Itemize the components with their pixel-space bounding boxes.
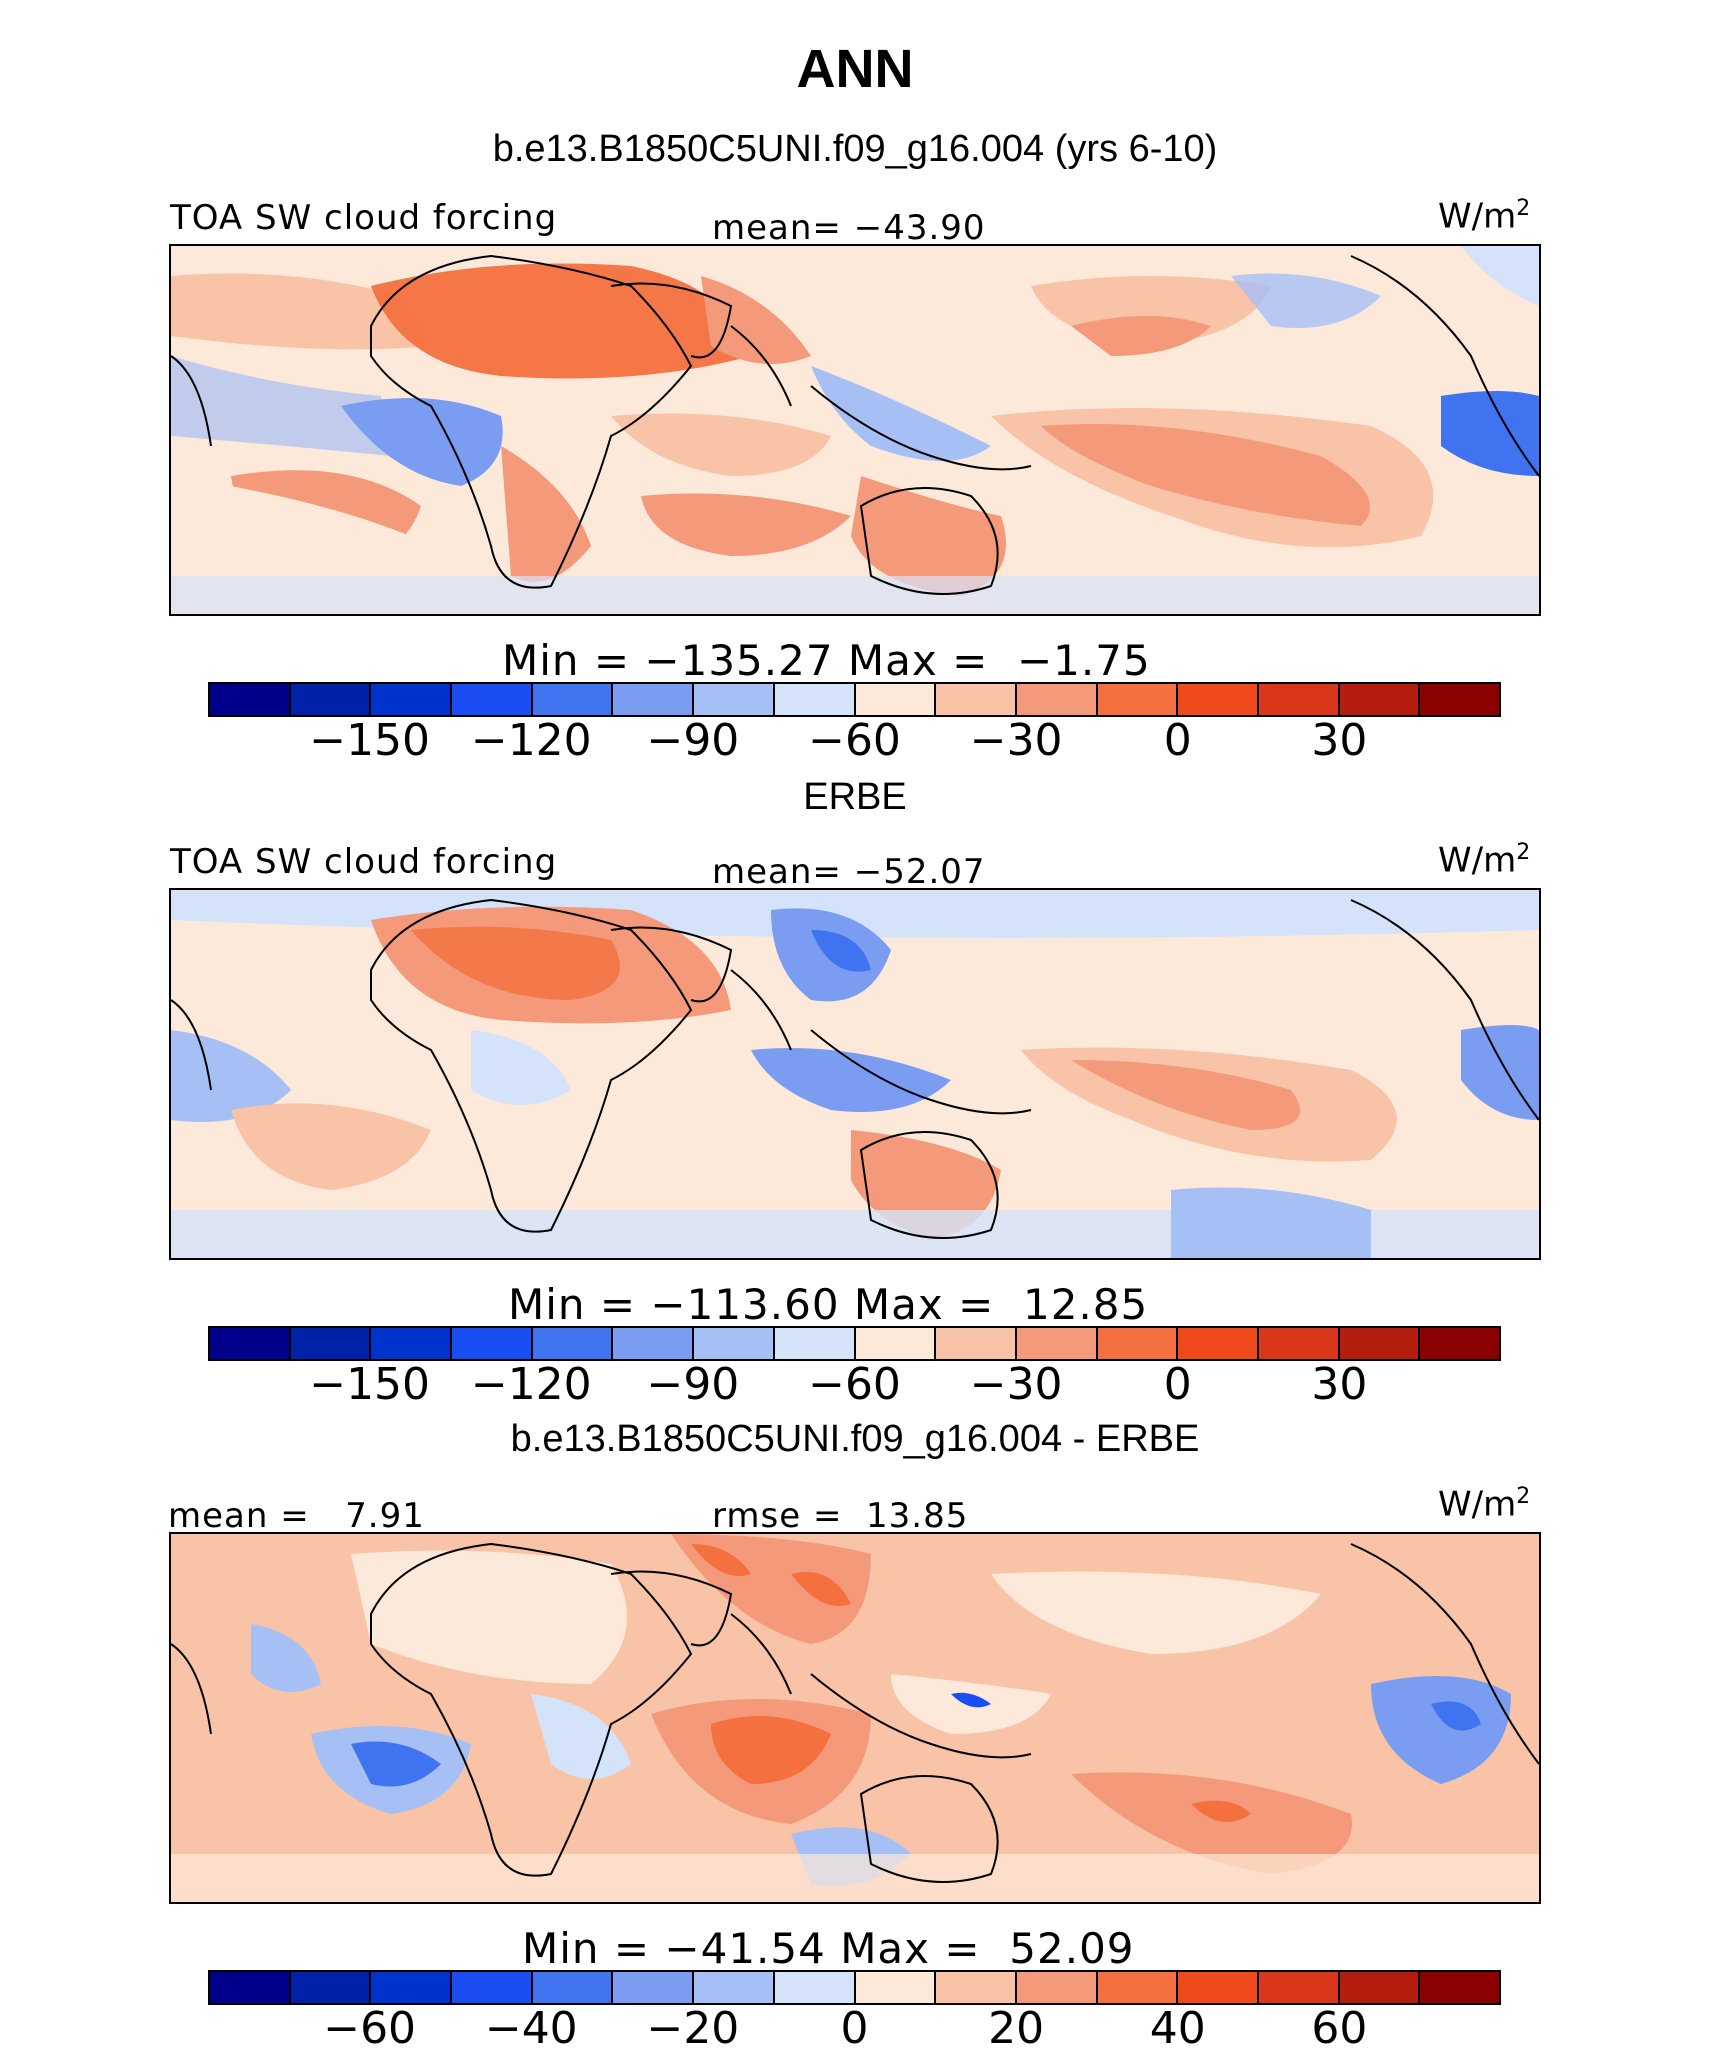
colorbar-swatch xyxy=(290,684,372,715)
panel-3-minmax: Min = −41.54 Max = 52.09 xyxy=(522,1924,1135,1973)
colorbar-swatch xyxy=(855,684,937,715)
colorbar-tick-label: −60 xyxy=(323,2003,417,2054)
colorbar-swatch xyxy=(1339,1328,1421,1359)
colorbar-tick-label: −150 xyxy=(309,1359,431,1410)
panel-3-rmse-label: rmse = 13.85 xyxy=(712,1496,969,1536)
colorbar-tick-label: 30 xyxy=(1311,1359,1368,1410)
colorbar-tick-label: −60 xyxy=(808,715,901,766)
colorbar-tick-label: −20 xyxy=(646,2003,740,2054)
colorbar-swatch xyxy=(210,684,291,715)
colorbar-tick-label: −30 xyxy=(969,715,1063,766)
colorbar-tick-label: −150 xyxy=(309,715,431,766)
panel-3-colorbar-ticks: −60 −40 −20 0 20 40 60 xyxy=(208,2003,1501,2054)
colorbar-swatch xyxy=(1097,1328,1179,1359)
colorbar-tick-label: −60 xyxy=(808,1359,901,1410)
colorbar-swatch xyxy=(1178,1972,1259,2003)
colorbar-swatch xyxy=(371,684,453,715)
colorbar-swatch xyxy=(855,1972,937,2003)
panel-3-colorbar xyxy=(208,1970,1501,2005)
colorbar-swatch xyxy=(1420,684,1499,715)
colorbar-swatch xyxy=(1016,1328,1098,1359)
colorbar-tick-label: 20 xyxy=(988,2003,1045,2054)
panel-2-colorbar-ticks: −150 −120 −90 −60 −30 0 30 xyxy=(208,1359,1501,1410)
colorbar-swatch xyxy=(452,1972,533,2003)
colorbar-swatch xyxy=(1097,1972,1179,2003)
panel-2-mean-label: mean= −52.07 xyxy=(712,852,986,892)
colorbar-swatch xyxy=(1016,1972,1098,2003)
colorbar-tick-label: 60 xyxy=(1311,2003,1368,2054)
colorbar-swatch xyxy=(290,1972,372,2003)
panel-3-units: W/m2 xyxy=(1438,1484,1531,1525)
colorbar-swatch xyxy=(1420,1972,1499,2003)
colorbar-swatch xyxy=(371,1972,453,2003)
colorbar-swatch xyxy=(774,1328,856,1359)
colorbar-tick-label: −120 xyxy=(470,1359,592,1410)
panel-2-minmax: Min = −113.60 Max = 12.85 xyxy=(508,1280,1149,1329)
colorbar-tick-label: −120 xyxy=(470,715,592,766)
panel-2-left-label: TOA SW cloud forcing xyxy=(170,842,558,882)
colorbar-swatch xyxy=(613,684,695,715)
panel-1-minmax: Min = −135.27 Max = −1.75 xyxy=(502,636,1151,685)
panel-2-units: W/m2 xyxy=(1438,840,1531,881)
colorbar-swatch xyxy=(210,1328,291,1359)
colorbar-swatch xyxy=(452,684,533,715)
colorbar-swatch xyxy=(1178,684,1259,715)
panel-1-colorbar xyxy=(208,682,1501,717)
colorbar-swatch xyxy=(452,1328,533,1359)
panel-1-mean-label: mean= −43.90 xyxy=(712,208,986,248)
colorbar-tick-label: 0 xyxy=(840,2003,869,2054)
colorbar-swatch xyxy=(532,684,614,715)
colorbar-swatch xyxy=(694,684,775,715)
colorbar-tick-label: −90 xyxy=(646,715,740,766)
colorbar-tick-label: −30 xyxy=(969,1359,1063,1410)
colorbar-tick-label: 40 xyxy=(1149,2003,1206,2054)
panel-2-map xyxy=(169,888,1541,1260)
colorbar-swatch xyxy=(774,684,856,715)
colorbar-swatch xyxy=(936,1328,1017,1359)
colorbar-tick-label: −40 xyxy=(484,2003,578,2054)
colorbar-swatch xyxy=(694,1972,775,2003)
colorbar-swatch xyxy=(1339,684,1421,715)
colorbar-tick-label: 0 xyxy=(1163,715,1192,766)
colorbar-swatch xyxy=(855,1328,937,1359)
panel-3-title: b.e13.B1850C5UNI.f09_g16.004 - ERBE xyxy=(510,1418,1200,1460)
colorbar-swatch xyxy=(532,1328,614,1359)
colorbar-swatch xyxy=(1339,1972,1421,2003)
panel-1-colorbar-ticks: −150 −120 −90 −60 −30 0 30 xyxy=(208,715,1501,766)
panel-2-colorbar xyxy=(208,1326,1501,1361)
panel-1-map xyxy=(169,244,1541,616)
colorbar-swatch xyxy=(1178,1328,1259,1359)
colorbar-tick-label: 30 xyxy=(1311,715,1368,766)
colorbar-swatch xyxy=(1420,1328,1499,1359)
colorbar-swatch xyxy=(532,1972,614,2003)
colorbar-swatch xyxy=(694,1328,775,1359)
colorbar-swatch xyxy=(371,1328,453,1359)
colorbar-swatch xyxy=(613,1972,695,2003)
colorbar-swatch xyxy=(290,1328,372,1359)
colorbar-tick-label: −90 xyxy=(646,1359,740,1410)
colorbar-swatch xyxy=(1258,1328,1340,1359)
colorbar-swatch xyxy=(613,1328,695,1359)
panel-2-title: ERBE xyxy=(803,776,907,818)
colorbar-swatch xyxy=(1016,684,1098,715)
colorbar-swatch xyxy=(936,1972,1017,2003)
colorbar-swatch xyxy=(1097,684,1179,715)
panel-1-title: b.e13.B1850C5UNI.f09_g16.004 (yrs 6-10) xyxy=(492,128,1218,170)
colorbar-swatch xyxy=(210,1972,291,2003)
colorbar-swatch xyxy=(1258,1972,1340,2003)
panel-1-units: W/m2 xyxy=(1438,196,1531,237)
panel-3-mean-label: mean = 7.91 xyxy=(168,1496,425,1536)
colorbar-swatch xyxy=(1258,684,1340,715)
colorbar-swatch xyxy=(774,1972,856,2003)
colorbar-tick-label: 0 xyxy=(1163,1359,1192,1410)
panel-1-left-label: TOA SW cloud forcing xyxy=(170,198,558,238)
colorbar-swatch xyxy=(936,684,1017,715)
panel-3-map xyxy=(169,1532,1541,1904)
figure-title: ANN xyxy=(796,39,914,99)
